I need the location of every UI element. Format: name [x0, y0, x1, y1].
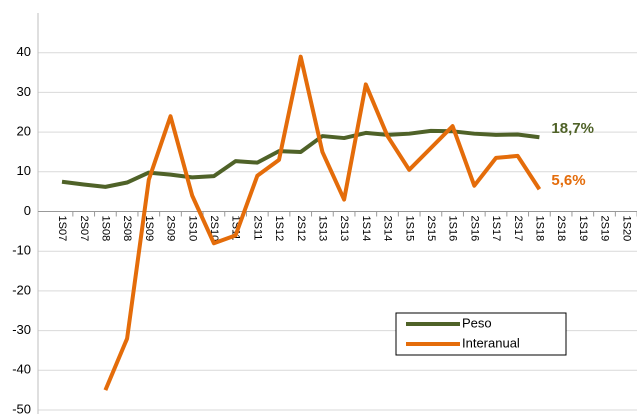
line-series	[103, 54, 542, 391]
data-label: 5,6%	[551, 172, 585, 189]
x-tick-label: 1S19	[577, 216, 589, 242]
y-tick-label: -40	[12, 362, 31, 377]
x-tick-label: 1S16	[447, 216, 459, 242]
x-tick-label: 2S18	[555, 216, 567, 242]
x-tick-label: 1S15	[403, 216, 415, 242]
x-tick-label: 1S12	[273, 216, 285, 242]
x-tick-label: 2S17	[512, 216, 524, 242]
y-tick-label: 40	[17, 44, 31, 59]
y-tick-label: -50	[12, 401, 31, 414]
x-tick-label: 1S20	[620, 216, 632, 242]
x-tick-label: 2S15	[425, 216, 437, 242]
x-tick-label: 1S18	[533, 216, 545, 242]
y-tick-label: 10	[17, 163, 31, 178]
y-tick-label: 30	[17, 84, 31, 99]
x-tick-label: 1S17	[490, 216, 502, 242]
x-tick-label: 2S14	[382, 216, 394, 242]
x-tick-label: 1S10	[186, 216, 198, 242]
x-tick-label: 1S08	[99, 216, 111, 242]
legend-label: Interanual	[462, 335, 520, 350]
y-tick-label: -10	[12, 243, 31, 258]
y-tick-label: 20	[17, 124, 31, 139]
x-tick-label: 2S13	[338, 216, 350, 242]
x-tick-label: 1S07	[56, 216, 68, 242]
x-tick-label: 2S16	[468, 216, 480, 242]
line-series	[61, 128, 540, 189]
x-tick-label: 1S14	[360, 216, 372, 242]
x-tick-label: 2S11	[251, 216, 263, 241]
x-tick-label: 2S09	[165, 216, 177, 242]
y-tick-label: -20	[12, 282, 31, 297]
y-tick-label: 0	[24, 203, 31, 218]
x-tick-label: 2S07	[78, 216, 90, 242]
x-tick-label: 1S13	[316, 216, 328, 242]
legend-box	[395, 312, 567, 356]
y-tick-label: -30	[12, 322, 31, 337]
x-tick-label: 2S08	[121, 216, 133, 242]
data-label: 18,7%	[551, 120, 594, 137]
x-tick-label: 2S19	[599, 216, 611, 242]
x-tick-label: 2S12	[295, 216, 307, 242]
legend-label: Peso	[462, 315, 492, 330]
x-tick-label: 1S09	[143, 216, 155, 242]
